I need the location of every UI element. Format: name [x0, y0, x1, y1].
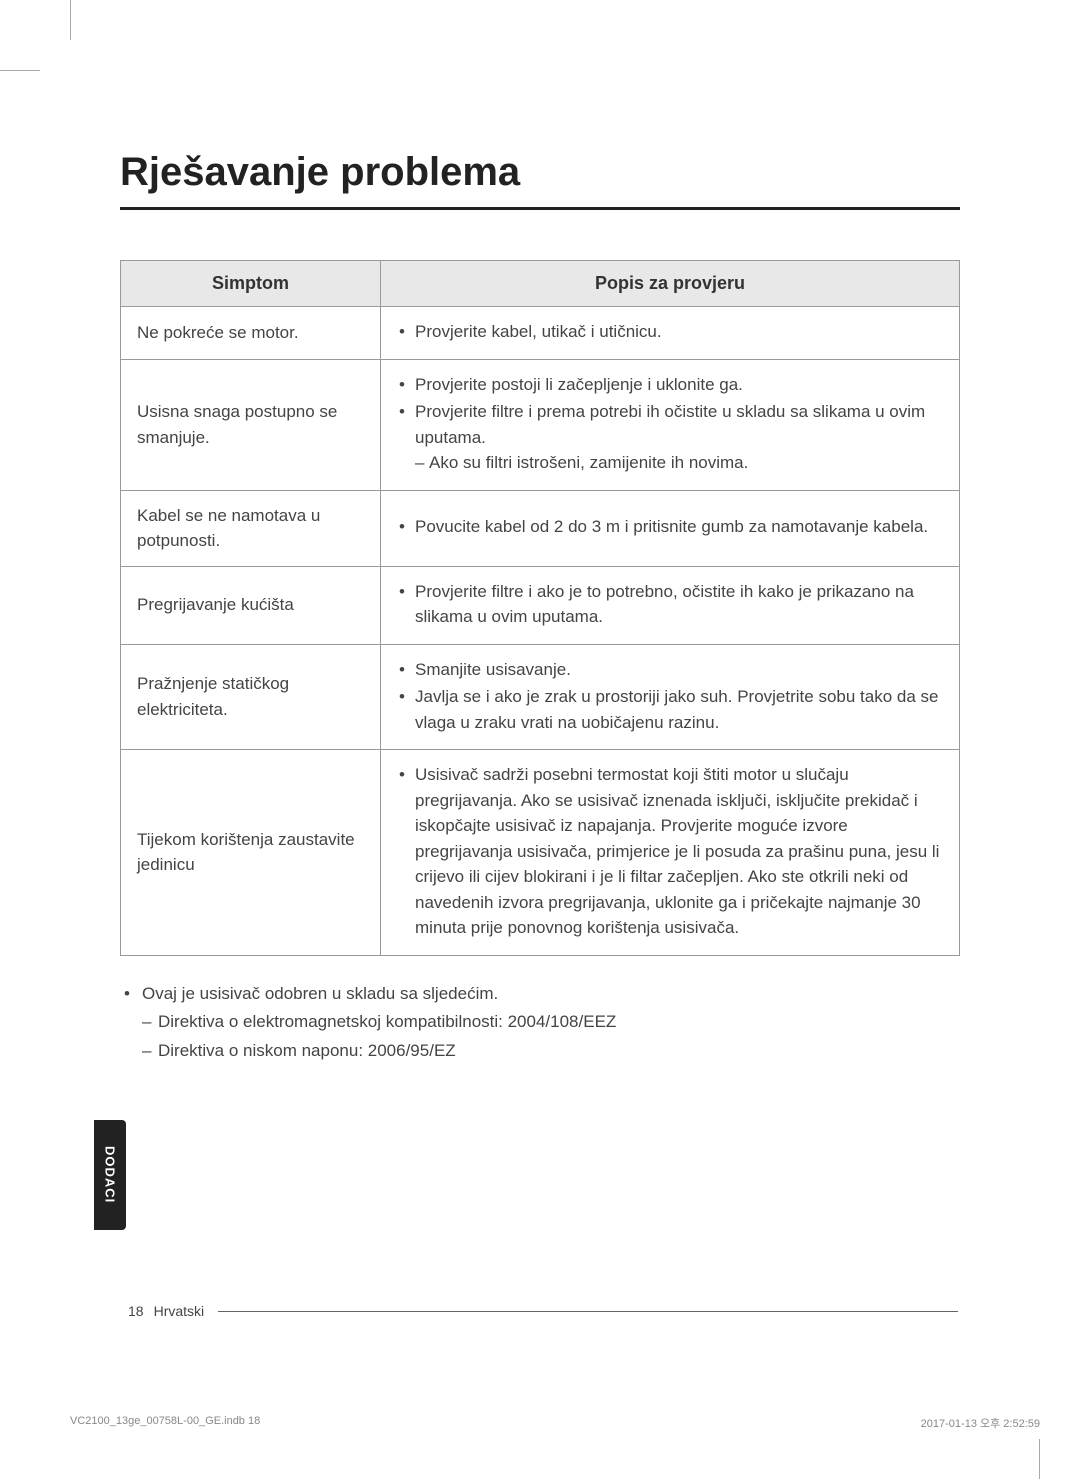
- approval-list: Ovaj je usisivač odobren u skladu sa slj…: [120, 980, 960, 1067]
- symptom-cell: Ne pokreće se motor.: [121, 307, 381, 360]
- footer-rule: [218, 1311, 958, 1312]
- check-list: Usisivač sadrži posebni termostat koji š…: [397, 762, 943, 941]
- print-timestamp: 2017-01-13 오후 2:52:59: [921, 1415, 1040, 1431]
- table-header-checklist: Popis za provjeru: [381, 261, 960, 307]
- footer-language: Hrvatski: [154, 1303, 205, 1319]
- symptom-cell: Tijekom korištenja zaustavite jedinicu: [121, 750, 381, 956]
- troubleshoot-table: Simptom Popis za provjeru Ne pokreće se …: [120, 260, 960, 956]
- check-list: Provjerite kabel, utikač i utičnicu.: [397, 319, 943, 345]
- check-item: Smanjite usisavanje.: [397, 657, 943, 683]
- checklist-cell: Provjerite kabel, utikač i utičnicu.: [381, 307, 960, 360]
- check-list: Smanjite usisavanje.Javlja se i ako je z…: [397, 657, 943, 736]
- symptom-cell: Pregrijavanje kućišta: [121, 566, 381, 644]
- checklist-cell: Provjerite postoji li začepljenje i uklo…: [381, 359, 960, 490]
- check-list: Provjerite postoji li začepljenje i uklo…: [397, 372, 943, 476]
- crop-mark: [0, 70, 40, 71]
- checklist-cell: Smanjite usisavanje.Javlja se i ako je z…: [381, 644, 960, 750]
- check-item: Provjerite filtre i prema potrebi ih oči…: [397, 399, 943, 476]
- page-footer: 18 Hrvatski: [128, 1303, 958, 1319]
- check-list: Provjerite filtre i ako je to potrebno, …: [397, 579, 943, 630]
- page-content: Rješavanje problema Simptom Popis za pro…: [0, 0, 1080, 1066]
- checklist-cell: Povucite kabel od 2 do 3 m i pritisnite …: [381, 490, 960, 566]
- section-tab: DODACI: [94, 1120, 126, 1230]
- approval-subitem: Direktiva o elektromagnetskoj kompatibil…: [142, 1008, 960, 1037]
- table-row: Pražnjenje statičkog elektriciteta.Smanj…: [121, 644, 960, 750]
- check-item: Povucite kabel od 2 do 3 m i pritisnite …: [397, 514, 943, 540]
- table-row: Pregrijavanje kućišta Provjerite filtre i…: [121, 566, 960, 644]
- print-file: VC2100_13ge_00758L-00_GE.indb 18: [70, 1415, 260, 1431]
- check-item: Provjerite kabel, utikač i utičnicu.: [397, 319, 943, 345]
- symptom-cell: Usisna snaga postupno se smanjuje.: [121, 359, 381, 490]
- approval-subitem: Direktiva o niskom naponu: 2006/95/EZ: [142, 1037, 960, 1066]
- table-row: Kabel se ne namotava u potpunosti. Povuci…: [121, 490, 960, 566]
- crop-mark: [70, 0, 71, 40]
- check-item: Provjerite filtre i ako je to potrebno, …: [397, 579, 943, 630]
- check-item: Usisivač sadrži posebni termostat koji š…: [397, 762, 943, 941]
- table-row: Usisna snaga postupno se smanjuje.Provje…: [121, 359, 960, 490]
- check-list: Povucite kabel od 2 do 3 m i pritisnite …: [397, 514, 943, 540]
- check-subitem: Ako su filtri istrošeni, zamijenite ih n…: [415, 450, 943, 476]
- approval-intro: Ovaj je usisivač odobren u skladu sa slj…: [120, 980, 960, 1009]
- table-row: Ne pokreće se motor. Provjerite kabel, ut…: [121, 307, 960, 360]
- symptom-cell: Pražnjenje statičkog elektriciteta.: [121, 644, 381, 750]
- table-row: Tijekom korištenja zaustavite jedinicuUs…: [121, 750, 960, 956]
- crop-mark: [1039, 1439, 1040, 1479]
- check-item: Javlja se i ako je zrak u prostoriji jak…: [397, 684, 943, 735]
- checklist-cell: Usisivač sadrži posebni termostat koji š…: [381, 750, 960, 956]
- page-number: 18: [128, 1303, 144, 1319]
- table-header-symptom: Simptom: [121, 261, 381, 307]
- checklist-cell: Provjerite filtre i ako je to potrebno, …: [381, 566, 960, 644]
- page-title: Rješavanje problema: [120, 150, 960, 210]
- print-metadata: VC2100_13ge_00758L-00_GE.indb 18 2017-01…: [70, 1415, 1040, 1431]
- symptom-cell: Kabel se ne namotava u potpunosti.: [121, 490, 381, 566]
- check-item: Provjerite postoji li začepljenje i uklo…: [397, 372, 943, 398]
